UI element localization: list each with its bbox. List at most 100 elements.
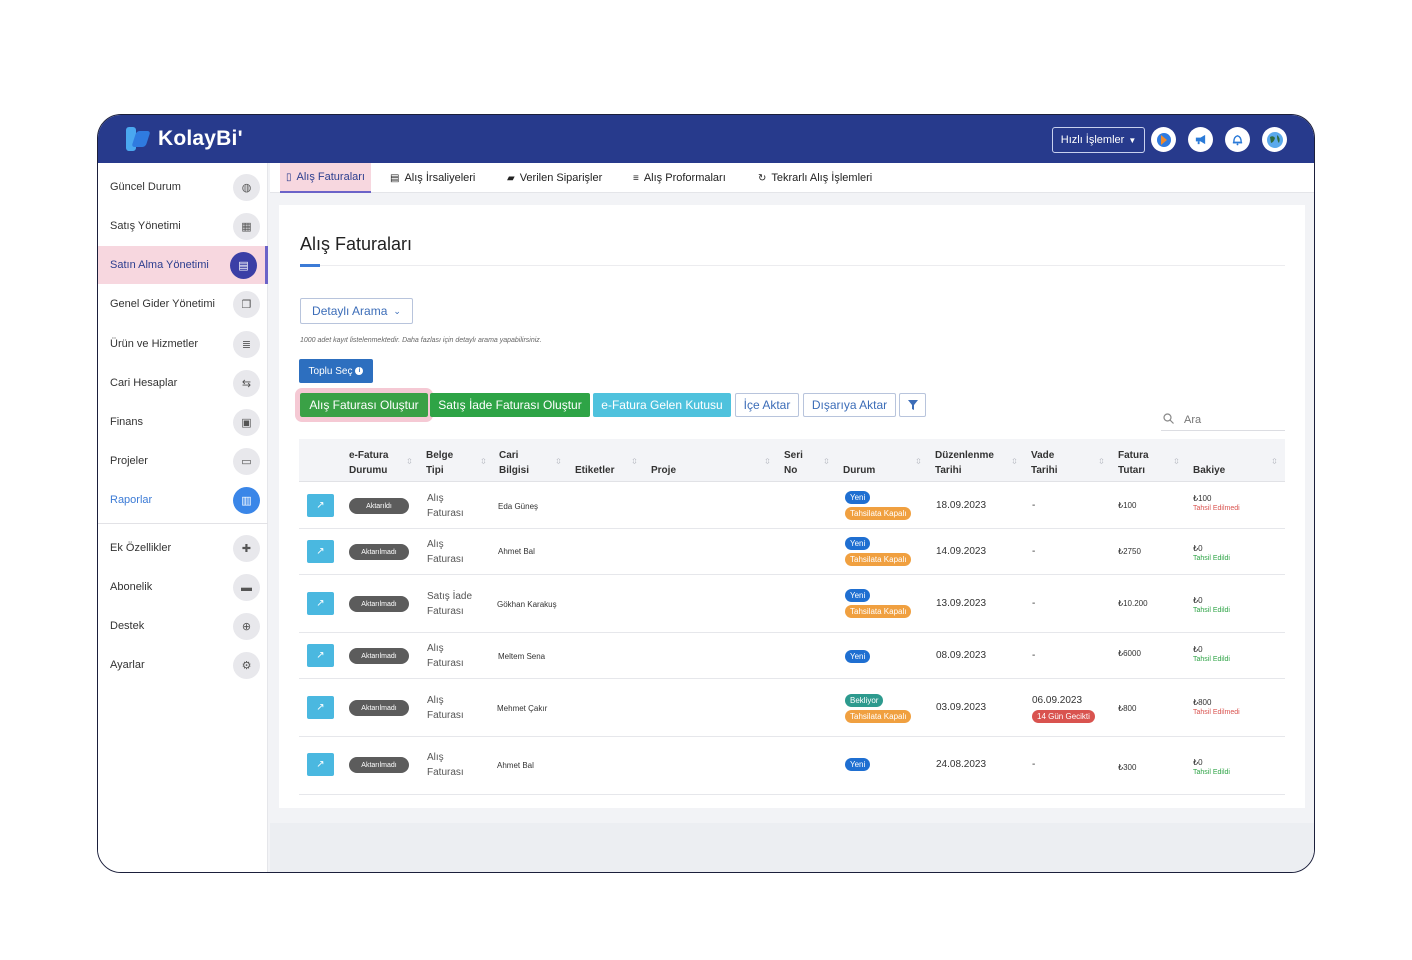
bulk-select-label: Toplu Seç <box>308 365 353 377</box>
tab-label: Alış Faturaları <box>296 171 365 183</box>
col-belge-tipi[interactable]: Belge Tipi <box>426 450 454 476</box>
bulk-select-button[interactable]: Toplu Seç i <box>299 359 373 383</box>
table-row[interactable]: ↗ Aktarılmadı Alış Faturası Meltem Sena Y… <box>299 633 1285 679</box>
sidebar-item-projeler[interactable]: Projeler ▭ <box>98 442 268 480</box>
quick-actions-dropdown[interactable]: Hızlı İşlemler ▼ <box>1052 127 1145 153</box>
import-button[interactable]: İçe Aktar <box>735 393 799 417</box>
sidebar-item-satis-yonetimi[interactable]: Satış Yönetimi ▦ <box>98 207 268 245</box>
sidebar-item-cari-hesaplar[interactable]: Cari Hesaplar ⇆ <box>98 364 268 402</box>
col-fatura-tutari[interactable]: Fatura Tutarı <box>1118 450 1149 476</box>
sidebar-item-satin-alma[interactable]: Satın Alma Yönetimi ▤ <box>98 246 268 284</box>
col-proje[interactable]: Proje <box>651 465 677 476</box>
refresh-icon: ↻ <box>758 172 767 184</box>
megaphone-icon[interactable] <box>1188 127 1213 152</box>
col-durum[interactable]: Durum <box>843 465 876 476</box>
col-seri-no[interactable]: Seri No <box>784 450 803 476</box>
sort-icon[interactable]: ⇳ <box>823 457 830 466</box>
puzzle-icon: ✚ <box>233 535 260 562</box>
sort-icon[interactable]: ⇳ <box>764 457 771 466</box>
balance-status: Tahsil Edildi <box>1193 769 1230 776</box>
status-badge: Yeni <box>845 491 871 504</box>
tab-tekrarli-alis[interactable]: ↻ Tekrarlı Alış İşlemleri <box>758 163 872 193</box>
sort-icon[interactable]: ⇳ <box>480 457 487 466</box>
sidebar-item-genel-gider[interactable]: Genel Gider Yönetimi ❐ <box>98 285 268 323</box>
balance-amount: ₺0 <box>1193 758 1203 767</box>
sidebar-item-raporlar[interactable]: Raporlar ▥ <box>98 481 268 519</box>
balance-amount: ₺0 <box>1193 544 1203 553</box>
edit-icon[interactable]: ↗ <box>307 494 334 517</box>
sidebar-item-guncel-durum[interactable]: Güncel Durum ◍ <box>98 168 268 206</box>
sidebar-item-finans[interactable]: Finans ▣ <box>98 403 268 441</box>
col-efatura-durumu[interactable]: e-Fatura Durumu <box>349 450 389 476</box>
title-divider <box>300 265 1285 266</box>
balance-status: Tahsil Edilmedi <box>1193 709 1240 716</box>
bell-icon[interactable] <box>1225 127 1250 152</box>
table-row[interactable]: ↗ Aktarılmadı Satış İade Faturası Gökhan … <box>299 575 1285 633</box>
folder-icon: ▭ <box>233 448 260 475</box>
sidebar-item-abonelik[interactable]: Abonelik ▬ <box>98 568 268 606</box>
tab-alis-proformalari[interactable]: ≡ Alış Proformaları <box>633 163 726 193</box>
sort-icon[interactable]: ⇳ <box>631 457 638 466</box>
database-icon: ≣ <box>233 331 260 358</box>
edit-icon[interactable]: ↗ <box>307 540 334 563</box>
col-cari-bilgisi[interactable]: Cari Bilgisi <box>499 450 530 476</box>
sidebar-item-label: Finans <box>110 416 144 428</box>
invoice-amount: ₺100 <box>1118 501 1137 510</box>
sidebar-item-urun-hizmetler[interactable]: Ürün ve Hizmetler ≣ <box>98 325 268 363</box>
e-invoice-inbox-button[interactable]: e-Fatura Gelen Kutusu <box>593 393 731 417</box>
sort-icon[interactable]: ⇳ <box>1173 457 1180 466</box>
sidebar-item-label: Ek Özellikler <box>110 542 172 554</box>
customer-name: Ahmet Bal <box>497 761 534 770</box>
app-logo-icon[interactable] <box>1151 127 1176 152</box>
tab-verilen-siparisler[interactable]: ▰ Verilen Siparişler <box>507 163 602 193</box>
kolaybi-logo[interactable]: KolayBi' <box>126 127 243 151</box>
invoice-amount: ₺6000 <box>1118 649 1141 658</box>
col-vade-tarihi[interactable]: Vade Tarihi <box>1031 450 1058 476</box>
tab-alis-irsaliyeleri[interactable]: ▤ Alış İrsaliyeleri <box>390 163 475 193</box>
collection-status-badge: Tahsilata Kapalı <box>845 605 912 618</box>
detailed-search-label: Detaylı Arama <box>312 304 388 318</box>
status-badge: Yeni <box>845 650 871 663</box>
create-sales-return-button[interactable]: Satış İade Faturası Oluştur <box>430 393 590 417</box>
sort-icon[interactable]: ⇳ <box>1011 457 1018 466</box>
balance-amount: ₺0 <box>1193 596 1203 605</box>
quick-actions-label: Hızlı İşlemler <box>1060 134 1125 146</box>
table-row[interactable]: ↗ Aktarıldı Alış Faturası Eda Güneş Yeni … <box>299 483 1285 529</box>
sort-icon[interactable]: ⇳ <box>915 457 922 466</box>
sidebar-item-destek[interactable]: Destek ⊕ <box>98 607 268 645</box>
edit-icon[interactable]: ↗ <box>307 753 334 776</box>
dashboard-icon: ◍ <box>233 174 260 201</box>
sort-icon[interactable]: ⇳ <box>555 457 562 466</box>
sidebar-item-label: Abonelik <box>110 581 153 593</box>
detailed-search-button[interactable]: Detaylı Arama ⌄ <box>300 298 413 324</box>
collection-status-badge: Tahsilata Kapalı <box>845 710 912 723</box>
globe-icon[interactable] <box>1262 127 1287 152</box>
efatura-status-badge: Aktarıldı <box>349 498 409 514</box>
sort-icon[interactable]: ⇳ <box>406 457 413 466</box>
sidebar-item-label: Ürün ve Hizmetler <box>110 338 199 350</box>
edit-icon[interactable]: ↗ <box>307 644 334 667</box>
table-row[interactable]: ↗ Aktarılmadı Alış Faturası Mehmet Çakır … <box>299 679 1285 737</box>
sidebar-item-ek-ozellikler[interactable]: Ek Özellikler ✚ <box>98 529 268 567</box>
balance-status: Tahsil Edildi <box>1193 607 1230 614</box>
col-duzenlenme-tarihi[interactable]: Düzenlenme Tarihi <box>935 450 994 476</box>
tab-alis-faturalari[interactable]: ▯ Alış Faturaları <box>280 163 371 193</box>
filter-button[interactable] <box>899 393 926 417</box>
search-input[interactable] <box>1184 413 1274 426</box>
sidebar-item-ayarlar[interactable]: Ayarlar ⚙ <box>98 646 268 684</box>
col-etiketler[interactable]: Etiketler <box>575 465 615 476</box>
table-row[interactable]: ↗ Aktarılmadı Alış Faturası Ahmet Bal Yen… <box>299 529 1285 575</box>
edit-icon[interactable]: ↗ <box>307 592 334 615</box>
handshake-icon: ⇆ <box>233 370 260 397</box>
efatura-status-badge: Aktarılmadı <box>349 596 409 612</box>
sort-icon[interactable]: ⇳ <box>1271 457 1278 466</box>
due-date: - <box>1032 546 1036 557</box>
table-row[interactable]: ↗ Aktarılmadı Alış Faturası Ahmet Bal Yen… <box>299 737 1285 795</box>
status-badge: Yeni <box>845 537 871 550</box>
col-bakiye[interactable]: Bakiye <box>1193 465 1226 476</box>
edit-icon[interactable]: ↗ <box>307 696 334 719</box>
balance-status: Tahsil Edildi <box>1193 555 1230 562</box>
export-button[interactable]: Dışarıya Aktar <box>803 393 896 417</box>
create-purchase-invoice-button[interactable]: Alış Faturası Oluştur <box>295 388 433 422</box>
sort-icon[interactable]: ⇳ <box>1098 457 1105 466</box>
